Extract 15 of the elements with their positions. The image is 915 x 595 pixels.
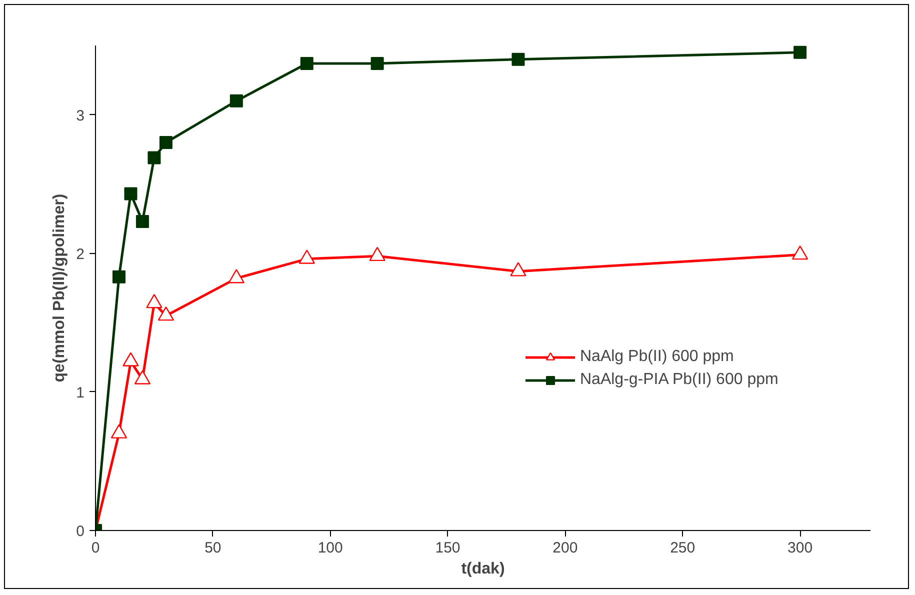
x-tick-label: 50 — [204, 540, 222, 556]
x-tick-label: 300 — [788, 540, 813, 556]
legend-label: NaAlg Pb(II) 600 ppm — [580, 348, 734, 366]
y-tick-label: 3 — [76, 107, 84, 124]
x-tick-label: 250 — [670, 540, 696, 556]
x-tick-label: 100 — [318, 540, 343, 556]
y-tick-label: 0 — [76, 523, 84, 540]
y-tick-label: 1 — [76, 384, 84, 402]
x-tick-label: 0 — [91, 540, 100, 556]
legend-label: NaAlg-g-PIA Pb(II) 600 ppm — [580, 371, 778, 389]
y-tick-label: 2 — [76, 246, 84, 263]
y-axis-title: qe(mmol Pb(II)/gpolimer) — [51, 194, 68, 382]
x-tick-label: 150 — [435, 540, 460, 556]
x-axis-title: t(dak) — [461, 560, 505, 578]
x-tick-label: 200 — [552, 540, 578, 556]
